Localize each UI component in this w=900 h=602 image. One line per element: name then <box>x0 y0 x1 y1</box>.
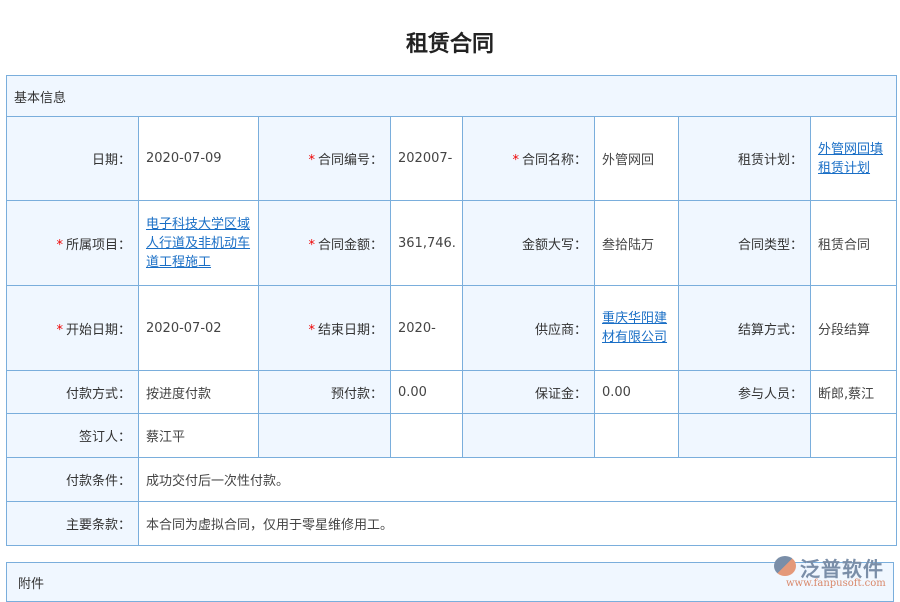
required-mark: * <box>56 322 63 338</box>
fanpusoft-logo: 泛普软件 www.fanpusoft.com <box>770 553 895 598</box>
field-value: 断郎,蔡江 <box>809 370 898 414</box>
field-label: * 结束日期： <box>258 285 391 371</box>
field-label: 结算方式： <box>678 285 811 371</box>
field-value: 蔡江平 <box>138 413 259 458</box>
field-label: 参与人员： <box>678 370 811 414</box>
table-row: * 所属项目： 电子科技大学区域人行道及非机动车道工程施工 * 合同金额： 361,746… <box>6 200 898 286</box>
field-value: 本合同为虚拟合同，仅用于零星维修用工。 <box>137 501 898 546</box>
table-row: * 开始日期： 2020-07-02 * 结束日期： 2020- 供应商： 重庆华阳建材有限公… <box>6 285 898 371</box>
field-label: 金额大写： <box>462 200 595 286</box>
label-text: 金额大写： <box>521 237 587 253</box>
logo-icon <box>774 556 796 576</box>
label-text: 付款方式： <box>65 386 131 402</box>
main-terms-row: 主要条款： 本合同为虚拟合同，仅用于零星维修用工。 <box>6 501 898 546</box>
field-label: 合同类型： <box>678 200 811 286</box>
field-value: 按进度付款 <box>138 370 259 414</box>
label-text: 保证金： <box>534 386 587 402</box>
required-mark: * <box>308 322 315 338</box>
field-value: 2020-07-09 <box>138 116 259 201</box>
field-value: 361,746. <box>390 200 463 286</box>
payment-terms-row: 付款条件： 成功交付后一次性付款。 <box>6 457 898 502</box>
field-value <box>390 413 463 458</box>
label-text: 参与人员： <box>737 386 803 402</box>
field-value <box>594 413 679 458</box>
field-value: 2020-07-02 <box>138 285 259 371</box>
field-label <box>462 413 595 458</box>
field-label: 签订人： <box>6 413 139 458</box>
field-label: 付款条件： <box>6 457 139 502</box>
field-label: * 所属项目： <box>6 200 139 286</box>
page-title: 租赁合同 <box>405 32 494 57</box>
label-text: 预付款： <box>330 386 383 402</box>
field-label: 日期： <box>6 116 139 201</box>
field-label: * 开始日期： <box>6 285 139 371</box>
field-value: 叁拾陆万 <box>594 200 679 286</box>
label-text: 租赁计划： <box>737 153 803 168</box>
field-label: 租赁计划： <box>678 116 811 201</box>
table-row: 付款方式： 按进度付款 预付款： 0.00 保证金： 0.00 参与人员： 断郎,蔡江 <box>6 370 898 414</box>
field-label: 主要条款： <box>6 501 139 546</box>
required-mark: * <box>512 153 519 168</box>
label-text: 签订人： <box>78 430 131 445</box>
value-link[interactable]: 电子科技大学区域人行道及非机动车道工程施工 <box>146 216 251 270</box>
required-mark: * <box>308 153 315 168</box>
field-value: 成功交付后一次性付款。 <box>137 457 898 502</box>
field-label: * 合同名称： <box>462 116 595 201</box>
field-label: 供应商： <box>462 285 595 371</box>
label-text: 日期： <box>91 153 131 168</box>
field-value: 外管网回填租赁计划 <box>809 116 898 201</box>
field-value: 租赁合同 <box>809 200 898 286</box>
field-value: 0.00 <box>390 370 463 414</box>
label-text: 合同金额： <box>317 237 383 253</box>
field-value: 外管网回 <box>594 116 679 201</box>
logo-name: 泛普软件 <box>800 557 884 581</box>
field-label <box>678 413 811 458</box>
table-row: 签订人： 蔡江平 <box>6 413 898 458</box>
label-text: 供应商： <box>534 322 587 338</box>
field-value: 分段结算 <box>809 285 898 371</box>
value-link[interactable]: 外管网回填租赁计划 <box>818 141 884 176</box>
label-text: 开始日期： <box>65 322 131 338</box>
contract-info-table: 基本信息 日期： 2020-07-09 * 合同编号： 202007- * 合同名称： 外管网… <box>5 75 898 546</box>
field-label: 付款方式： <box>6 370 139 414</box>
field-label: 保证金： <box>462 370 595 414</box>
label-text: 合同编号： <box>317 153 383 168</box>
field-value: 202007- <box>390 116 463 201</box>
field-value: 电子科技大学区域人行道及非机动车道工程施工 <box>138 200 259 286</box>
attachment-section: 附件 <box>6 562 894 602</box>
field-value: 重庆华阳建材有限公司 <box>594 285 679 371</box>
field-value: 2020- <box>390 285 463 371</box>
label-text: 结束日期： <box>317 322 383 338</box>
field-label <box>258 413 391 458</box>
field-label: * 合同编号： <box>258 116 391 201</box>
field-value <box>809 413 898 458</box>
label-text: 所属项目： <box>65 237 131 253</box>
logo-url: www.fanpusoft.com <box>786 578 886 589</box>
label-text: 合同名称： <box>521 153 587 168</box>
field-label: 预付款： <box>258 370 391 414</box>
required-mark: * <box>56 237 63 253</box>
table-row: 日期： 2020-07-09 * 合同编号： 202007- * 合同名称： 外管网回 租赁计划… <box>6 116 898 201</box>
field-value: 0.00 <box>594 370 679 414</box>
field-label: * 合同金额： <box>258 200 391 286</box>
required-mark: * <box>308 237 315 253</box>
label-text: 结算方式： <box>737 322 803 338</box>
section-header: 基本信息 <box>5 75 898 117</box>
label-text: 合同类型： <box>737 237 803 253</box>
value-link[interactable]: 重庆华阳建材有限公司 <box>602 311 668 345</box>
